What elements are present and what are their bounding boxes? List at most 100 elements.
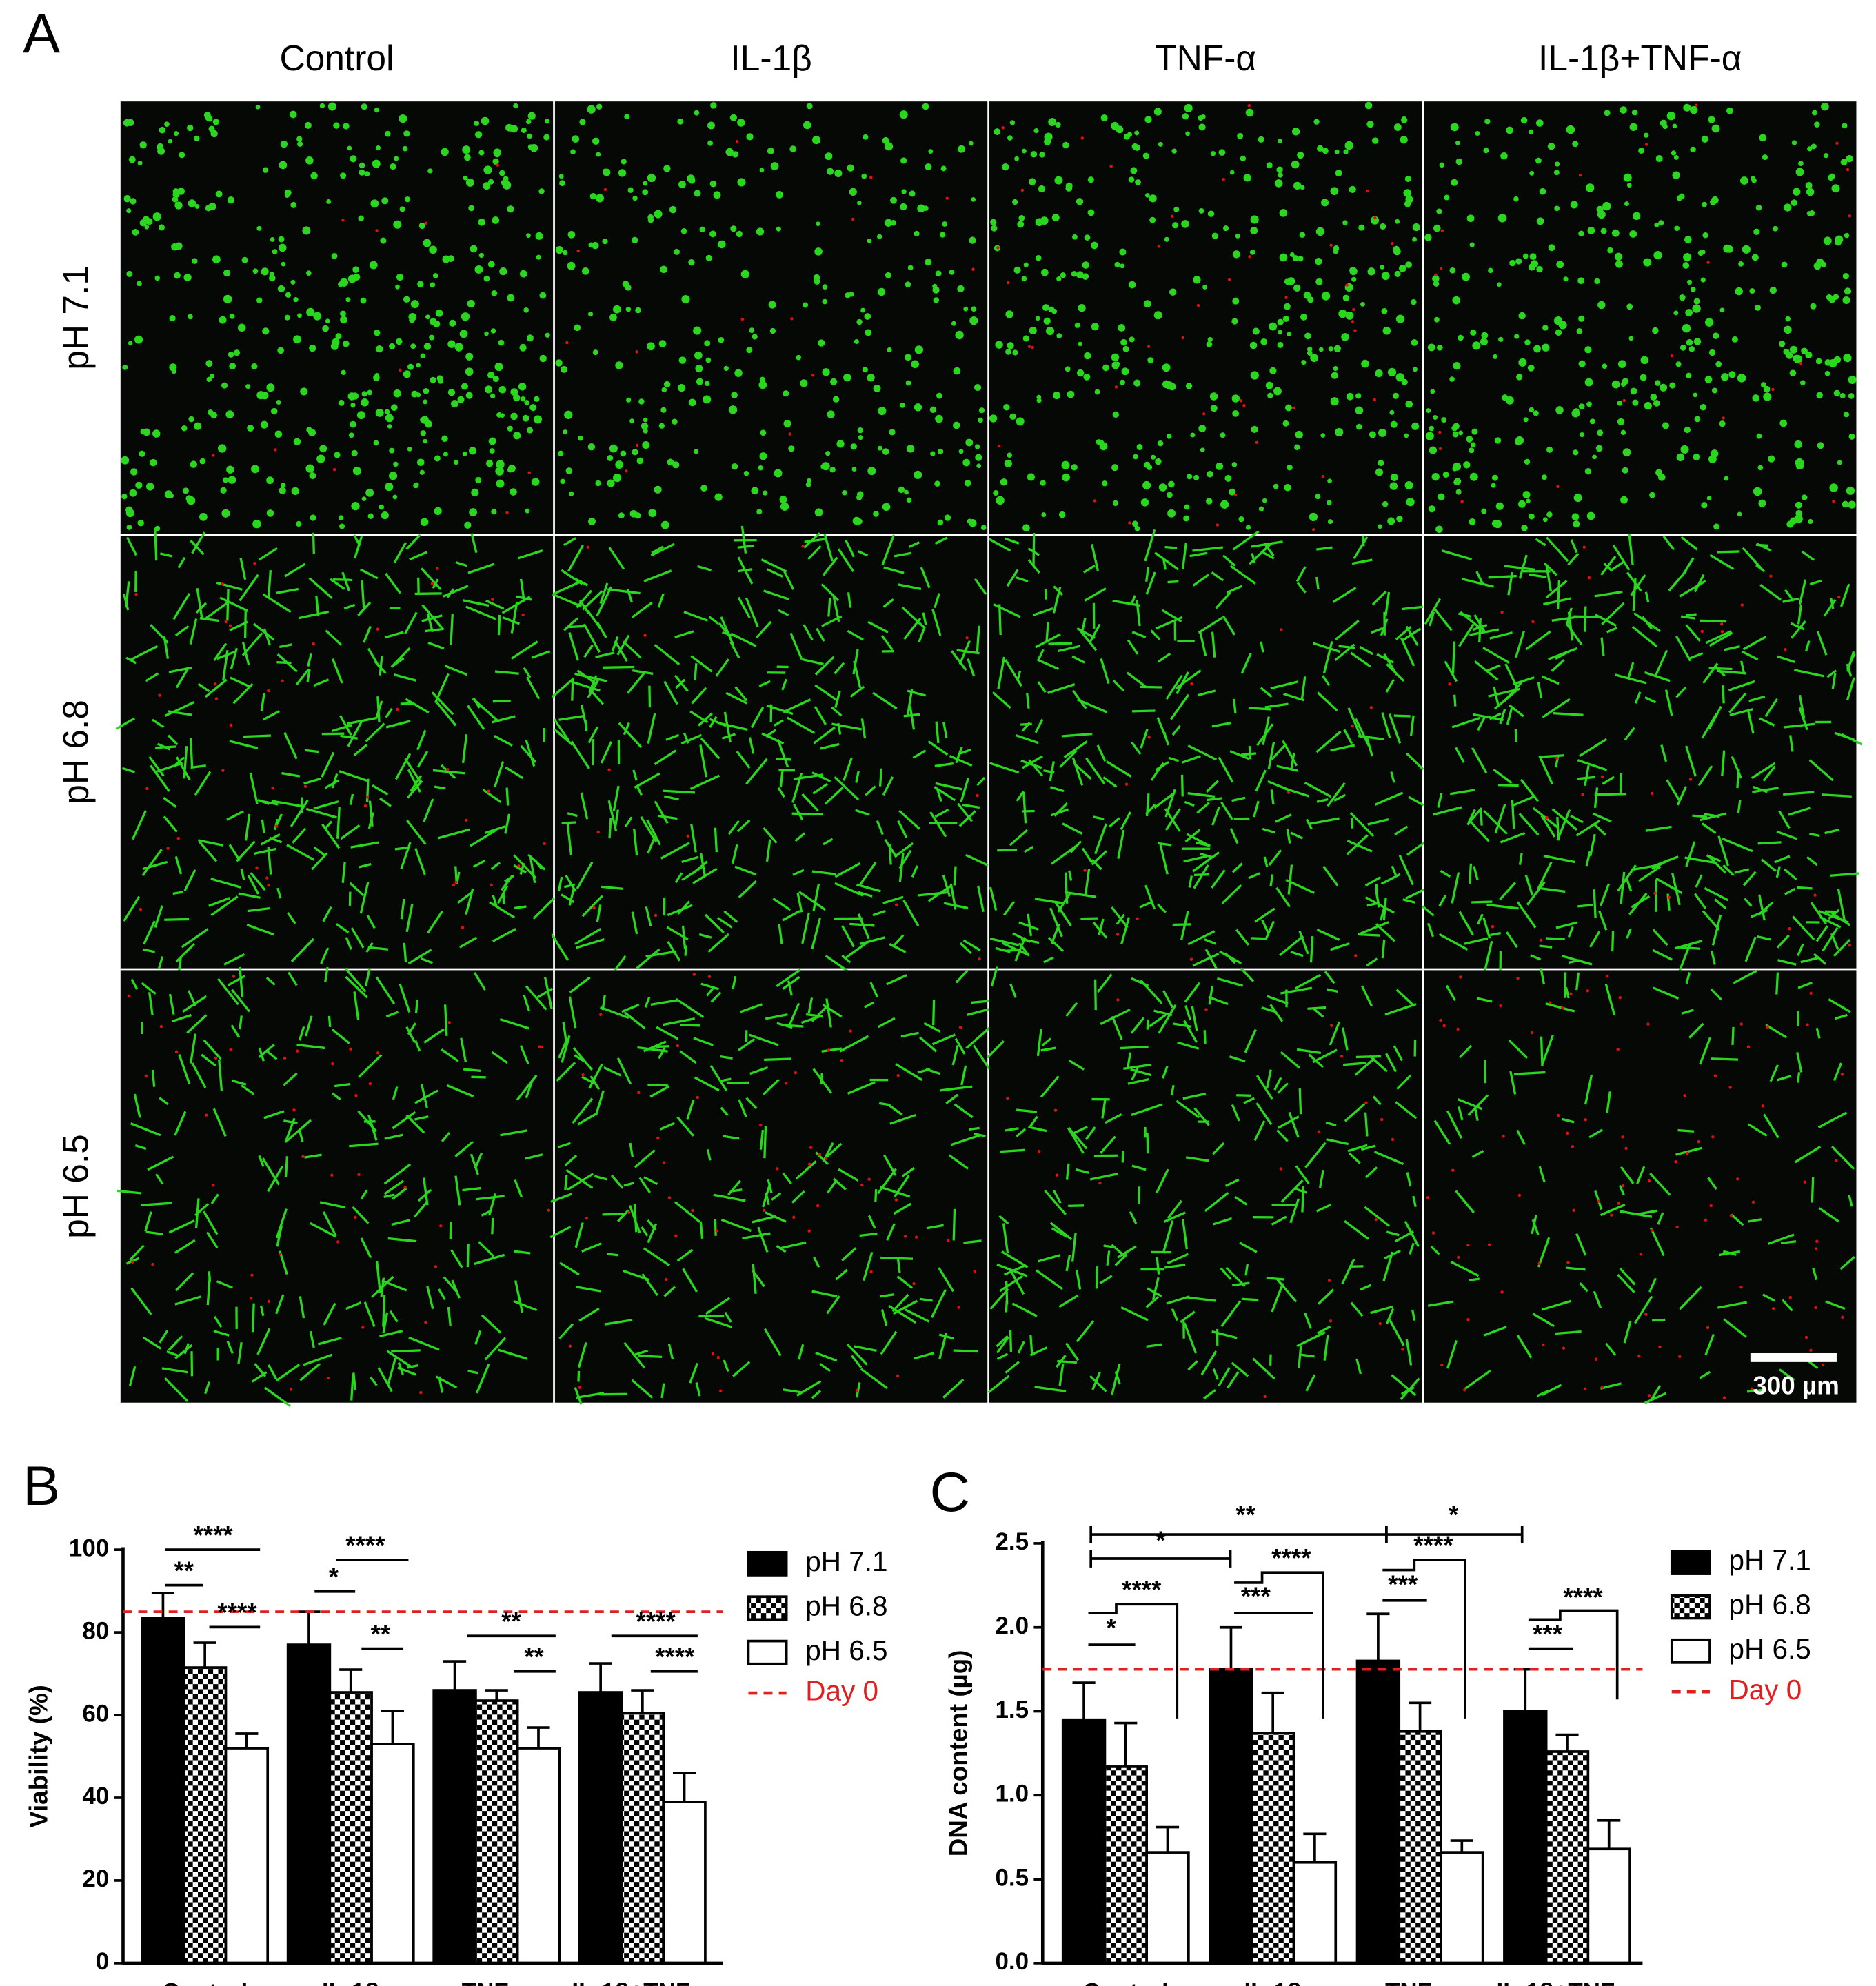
cell: [892, 1299, 918, 1315]
cell: [786, 716, 816, 734]
cell: [505, 766, 524, 780]
cell: [720, 1218, 752, 1233]
cell: [1494, 437, 1502, 444]
cell: [884, 219, 893, 227]
cell: [1208, 985, 1214, 1005]
cell: [1365, 896, 1395, 914]
cell: [1483, 810, 1508, 835]
dead-cell: [1805, 1381, 1808, 1385]
cell: [181, 928, 209, 949]
cell: [663, 1286, 676, 1297]
cell: [714, 827, 718, 853]
cell: [529, 857, 536, 884]
cell: [1234, 1196, 1248, 1206]
cell: [935, 414, 943, 423]
dead-cell: [1566, 1131, 1569, 1135]
cell: [813, 1257, 820, 1268]
cell: [491, 290, 498, 296]
dead-cell: [1821, 1363, 1825, 1367]
cell: [1071, 655, 1085, 664]
cell: [1076, 1320, 1095, 1343]
cell: [1252, 1357, 1275, 1380]
cell: [877, 234, 882, 239]
cell: [632, 769, 638, 781]
cell: [1372, 1095, 1382, 1106]
dead-cell: [1287, 791, 1291, 794]
dead-cell: [576, 249, 580, 253]
dead-cell: [1539, 938, 1543, 942]
cell: [298, 1128, 304, 1142]
bar: [224, 1747, 270, 1965]
cell: [1005, 1127, 1019, 1132]
cell: [1330, 397, 1339, 406]
cell: [199, 617, 219, 622]
cell: [643, 181, 648, 186]
cell: [1351, 558, 1373, 565]
dead-cell: [332, 467, 336, 472]
dead-cell: [540, 1045, 543, 1049]
cell: [1056, 276, 1062, 282]
cell: [791, 1190, 805, 1204]
cell: [1117, 1245, 1137, 1259]
cell: [1518, 853, 1523, 865]
dead-cell: [341, 219, 345, 222]
dead-cell: [1027, 345, 1031, 349]
cell: [974, 1133, 986, 1137]
cell: [249, 772, 259, 804]
cell: [339, 770, 370, 782]
cell: [611, 636, 619, 652]
cell: [676, 1248, 694, 1262]
cell: [218, 1060, 223, 1091]
cell: [986, 1040, 1005, 1059]
bar: [1440, 1851, 1484, 1965]
cell: [976, 463, 982, 469]
cell: [873, 385, 881, 392]
dead-cell: [1799, 361, 1803, 365]
cell: [680, 733, 703, 745]
cell: [293, 335, 301, 344]
cell: [1130, 1017, 1145, 1034]
cell: [383, 1179, 405, 1195]
cell: [175, 756, 191, 781]
cell: [900, 1031, 919, 1038]
cell: [454, 460, 459, 465]
cell: [643, 417, 648, 423]
cell: [1726, 107, 1733, 114]
cell: [299, 1296, 305, 1319]
cell: [776, 969, 801, 988]
cell: [935, 721, 940, 744]
cell: [463, 175, 468, 181]
cell: [1317, 145, 1324, 152]
cell: [974, 578, 987, 596]
cell: [901, 189, 907, 194]
cell: [1634, 691, 1642, 704]
micrograph-bg: [1424, 970, 1857, 1403]
cell: [1843, 354, 1852, 363]
cell: [374, 107, 380, 113]
cell: [1808, 759, 1834, 782]
cell: [459, 936, 478, 949]
dead-cell: [1706, 1326, 1710, 1330]
dead-cell: [490, 883, 493, 887]
bar: [1103, 1765, 1148, 1965]
significance-bracket: [1088, 1603, 1179, 1719]
cell: [1751, 762, 1776, 780]
cell: [169, 314, 176, 322]
cell: [596, 103, 603, 110]
cell: [1366, 957, 1378, 967]
cell: [908, 541, 920, 548]
dead-cell: [1556, 485, 1560, 488]
cell: [1842, 273, 1849, 280]
cell: [1406, 840, 1427, 856]
cell: [1084, 587, 1107, 602]
cell: [1664, 689, 1673, 716]
cell: [632, 195, 638, 201]
cell: [1406, 1172, 1412, 1187]
cell: [555, 359, 563, 367]
row-label: pH 6.8: [56, 700, 96, 804]
cell: [1205, 780, 1220, 793]
cell: [969, 236, 976, 244]
cell: [705, 1297, 731, 1315]
cell: [622, 281, 629, 287]
cell: [665, 733, 680, 741]
